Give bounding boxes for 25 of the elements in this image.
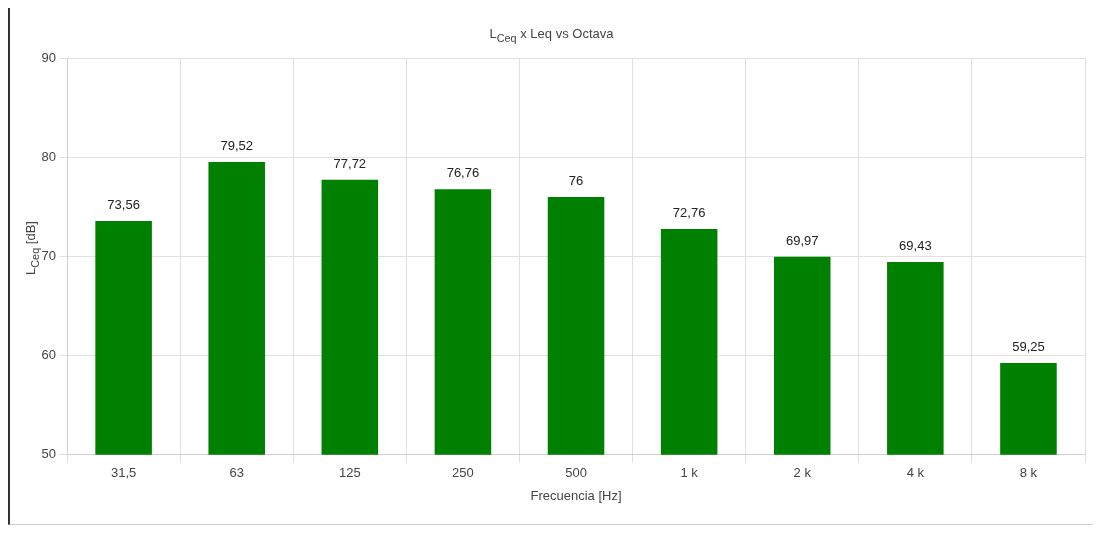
data-label: 73,56 [107, 197, 140, 213]
x-tick-label: 2 k [793, 465, 812, 481]
x-tick-label: 63 [229, 465, 244, 481]
x-tick-label: 4 k [906, 465, 925, 481]
data-label: 59,25 [1012, 339, 1045, 355]
y-tick-label: 80 [41, 148, 57, 164]
x-tick-label: 500 [565, 465, 587, 481]
data-label: 76,76 [446, 165, 480, 181]
y-tick-label: 50 [41, 446, 57, 462]
y-tick-label: 60 [41, 347, 57, 363]
chart-title: L$_{Ceq}$ x Leq vs Octava [488, 26, 615, 44]
y-tick-label: 70 [41, 247, 57, 263]
x-axis-title: Frecuencia [Hz] [530, 487, 622, 503]
data-label: 77,72 [333, 155, 367, 171]
y-tick-label: 90 [41, 49, 57, 65]
x-tick-label: 250 [452, 465, 474, 481]
data-label: 69,43 [899, 238, 932, 254]
x-tick-label: 1 k [680, 465, 699, 481]
x-tick-label: 31,5 [110, 465, 137, 481]
data-label: 79,52 [220, 138, 253, 154]
data-label: 76 [568, 172, 584, 188]
x-tick-label: 125 [338, 465, 361, 481]
x-tick-label: 8 k [1019, 465, 1038, 481]
data-label: 72,76 [672, 205, 706, 221]
data-label: 69,97 [785, 232, 819, 248]
